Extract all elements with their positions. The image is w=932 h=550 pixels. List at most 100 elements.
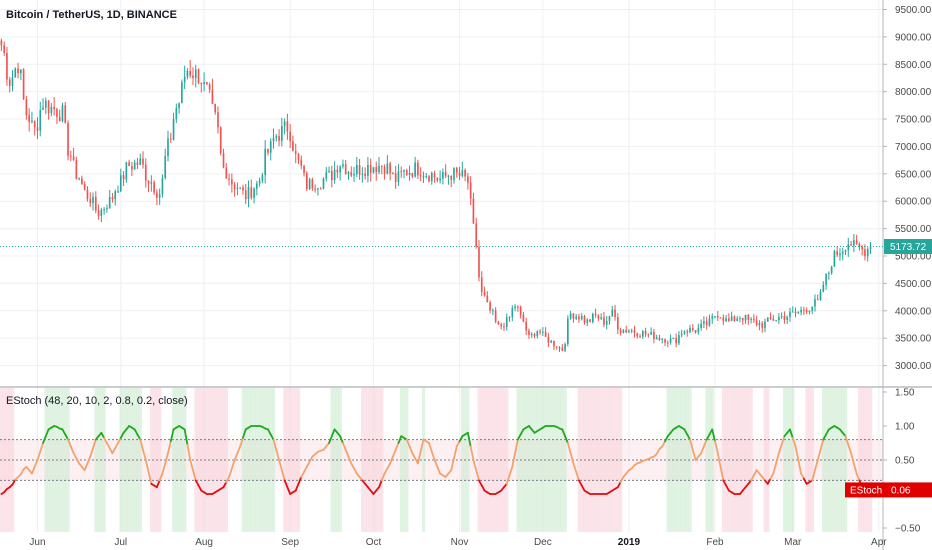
candle-body[interactable] xyxy=(483,292,486,296)
candle-body[interactable] xyxy=(94,196,97,211)
candle-body[interactable] xyxy=(633,330,636,333)
candle-body[interactable] xyxy=(597,315,600,319)
candle-body[interactable] xyxy=(830,266,833,273)
candle-body[interactable] xyxy=(139,158,142,165)
candle-body[interactable] xyxy=(430,173,433,182)
candle-body[interactable] xyxy=(478,246,480,278)
candle-body[interactable] xyxy=(697,327,700,333)
candle-body[interactable] xyxy=(439,178,441,181)
candle-body[interactable] xyxy=(33,120,36,128)
candle-body[interactable] xyxy=(256,183,258,189)
candle-body[interactable] xyxy=(805,310,808,313)
candle-body[interactable] xyxy=(786,316,789,320)
candle-body[interactable] xyxy=(425,176,428,178)
candle-body[interactable] xyxy=(433,173,436,178)
candle-body[interactable] xyxy=(705,321,708,326)
candle-body[interactable] xyxy=(122,175,125,180)
candle-body[interactable] xyxy=(133,162,136,170)
candle-body[interactable] xyxy=(836,251,839,256)
candle-body[interactable] xyxy=(281,126,283,141)
candle-body[interactable] xyxy=(605,321,608,325)
candle-body[interactable] xyxy=(31,120,33,122)
candle-body[interactable] xyxy=(428,176,430,182)
candle-body[interactable] xyxy=(467,176,469,183)
candle-body[interactable] xyxy=(866,248,869,257)
candle-body[interactable] xyxy=(78,178,80,180)
candle-body[interactable] xyxy=(686,331,689,333)
candle-body[interactable] xyxy=(619,329,622,333)
candle-body[interactable] xyxy=(289,131,292,142)
candle-body[interactable] xyxy=(641,330,644,337)
candle-body[interactable] xyxy=(628,330,630,333)
candle-body[interactable] xyxy=(753,319,755,321)
candle-body[interactable] xyxy=(539,331,541,333)
candle-body[interactable] xyxy=(808,310,811,313)
candle-body[interactable] xyxy=(769,317,772,319)
candle-body[interactable] xyxy=(150,182,153,184)
candle-body[interactable] xyxy=(741,317,744,321)
candle-body[interactable] xyxy=(689,327,691,333)
candle-body[interactable] xyxy=(666,342,669,344)
candle-body[interactable] xyxy=(789,311,791,317)
candle-body[interactable] xyxy=(475,223,478,247)
candle-body[interactable] xyxy=(386,163,389,174)
candle-body[interactable] xyxy=(536,331,539,337)
candle-body[interactable] xyxy=(192,75,194,78)
candle-body[interactable] xyxy=(644,330,647,335)
candle-body[interactable] xyxy=(322,178,325,189)
candle-body[interactable] xyxy=(503,326,505,328)
candle-body[interactable] xyxy=(544,331,547,337)
candle-body[interactable] xyxy=(803,309,805,311)
candle-body[interactable] xyxy=(333,169,336,181)
candle-body[interactable] xyxy=(264,148,267,176)
candle-body[interactable] xyxy=(611,309,614,317)
candle-body[interactable] xyxy=(580,316,583,320)
candle-body[interactable] xyxy=(444,172,447,177)
candle-body[interactable] xyxy=(103,209,105,211)
candle-body[interactable] xyxy=(189,70,192,76)
candle-body[interactable] xyxy=(730,316,733,321)
candle-body[interactable] xyxy=(736,318,739,322)
candle-body[interactable] xyxy=(208,84,211,90)
candle-body[interactable] xyxy=(453,167,455,180)
candle-body[interactable] xyxy=(550,340,553,343)
candle-body[interactable] xyxy=(181,82,183,104)
candle-body[interactable] xyxy=(56,109,58,117)
candle-body[interactable] xyxy=(8,79,11,86)
candle-body[interactable] xyxy=(508,316,511,318)
candle-body[interactable] xyxy=(400,171,403,173)
candle-body[interactable] xyxy=(233,184,236,190)
candle-body[interactable] xyxy=(106,208,108,210)
candle-body[interactable] xyxy=(747,315,750,320)
candle-body[interactable] xyxy=(778,317,780,321)
candle-body[interactable] xyxy=(586,319,589,323)
candle-body[interactable] xyxy=(766,317,769,322)
candle-body[interactable] xyxy=(167,138,169,157)
candle-body[interactable] xyxy=(50,106,53,114)
candle-body[interactable] xyxy=(775,320,777,322)
candle-body[interactable] xyxy=(783,316,786,320)
candle-body[interactable] xyxy=(86,189,89,200)
candle-body[interactable] xyxy=(214,103,217,113)
candle-body[interactable] xyxy=(169,138,172,140)
candle-body[interactable] xyxy=(336,169,339,173)
candle-body[interactable] xyxy=(864,249,866,257)
candle-body[interactable] xyxy=(72,156,75,161)
candle-body[interactable] xyxy=(522,314,525,322)
candle-body[interactable] xyxy=(361,173,364,175)
candle-body[interactable] xyxy=(514,306,516,309)
candle-body[interactable] xyxy=(36,127,39,131)
candle-body[interactable] xyxy=(414,162,416,177)
candle-body[interactable] xyxy=(839,253,841,256)
candle-body[interactable] xyxy=(236,188,239,190)
candle-body[interactable] xyxy=(211,89,214,104)
candle-body[interactable] xyxy=(228,178,230,180)
candle-body[interactable] xyxy=(380,165,383,168)
candle-body[interactable] xyxy=(128,162,130,167)
candle-body[interactable] xyxy=(283,121,286,127)
candle-body[interactable] xyxy=(275,136,278,139)
candle-body[interactable] xyxy=(694,330,697,333)
candle-body[interactable] xyxy=(239,187,242,189)
candle-body[interactable] xyxy=(567,318,569,344)
candle-body[interactable] xyxy=(67,122,69,156)
